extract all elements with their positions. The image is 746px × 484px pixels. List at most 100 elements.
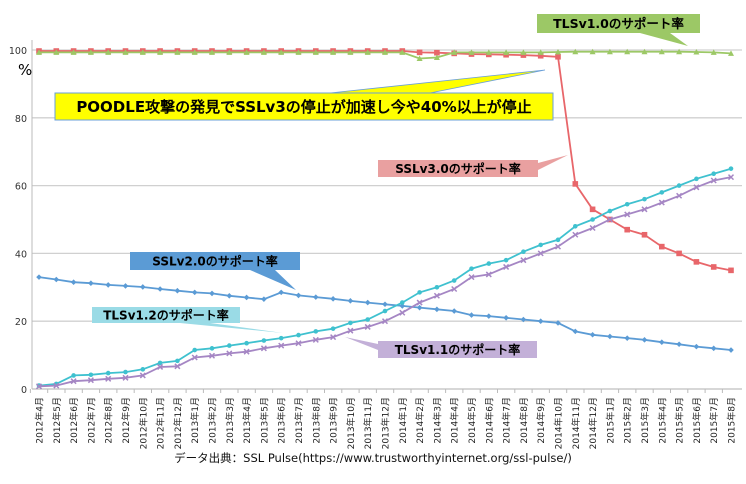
data-point xyxy=(433,292,440,299)
data-point xyxy=(520,49,527,55)
data-point xyxy=(589,224,596,232)
x-tick-label: 2014年2月 xyxy=(414,397,426,444)
x-tick-label: 2015年4月 xyxy=(656,397,668,444)
data-point xyxy=(227,343,232,348)
data-point xyxy=(105,282,111,288)
data-point xyxy=(537,318,544,324)
data-point xyxy=(36,49,42,55)
data-point xyxy=(451,49,458,55)
data-point xyxy=(278,49,285,55)
data-point xyxy=(191,49,198,55)
data-point xyxy=(451,285,458,293)
callout-pointer xyxy=(538,155,568,170)
data-point xyxy=(243,49,250,55)
x-tick-label: 2013年3月 xyxy=(224,397,236,444)
data-point xyxy=(139,372,146,379)
data-point xyxy=(174,49,181,55)
data-point xyxy=(676,341,682,348)
x-tick-label: 2013年12月 xyxy=(380,397,392,449)
data-point xyxy=(88,280,94,287)
data-point xyxy=(243,294,250,301)
data-point xyxy=(226,350,233,357)
data-point xyxy=(174,287,181,294)
data-point xyxy=(123,369,128,375)
data-point xyxy=(555,53,561,60)
x-tick-label: 2014年10月 xyxy=(553,397,565,449)
data-point xyxy=(278,342,285,349)
x-tick-label: 2015年2月 xyxy=(622,397,634,444)
callout-pointer xyxy=(345,337,378,350)
x-tick-label: 2014年8月 xyxy=(518,397,530,444)
x-tick-label: 2013年9月 xyxy=(328,397,340,444)
data-point xyxy=(382,301,388,308)
callout-label: SSLv2.0のサポート率 xyxy=(152,253,277,268)
data-point xyxy=(70,378,77,385)
data-point xyxy=(295,49,302,55)
series-group xyxy=(35,48,735,390)
data-point xyxy=(157,49,164,55)
data-point xyxy=(607,208,613,214)
data-point xyxy=(659,243,665,250)
data-point xyxy=(659,339,665,346)
data-point xyxy=(573,223,578,229)
callout-pointer xyxy=(250,270,296,290)
data-point xyxy=(468,49,475,55)
data-point xyxy=(313,294,319,300)
data-point xyxy=(330,334,337,341)
data-point xyxy=(554,243,562,250)
data-point xyxy=(278,335,284,341)
y-tick-label: 80 xyxy=(15,114,27,125)
data-point xyxy=(295,292,302,299)
data-point xyxy=(209,290,215,297)
data-point xyxy=(312,336,319,343)
data-point xyxy=(710,345,717,352)
x-tick-label: 2014年5月 xyxy=(466,397,478,444)
data-point xyxy=(226,49,233,55)
x-tick-label: 2013年4月 xyxy=(241,397,253,444)
data-point xyxy=(520,52,527,58)
data-point xyxy=(486,261,492,266)
data-point xyxy=(71,373,76,378)
source-note: データ出典：SSL Pulse(https://www.trustworthyi… xyxy=(174,451,572,465)
data-point xyxy=(53,276,60,283)
callout-pointer xyxy=(329,69,546,94)
data-point xyxy=(295,340,302,347)
x-tick-label: 2012年8月 xyxy=(103,397,115,444)
data-point xyxy=(365,317,371,322)
x-tick-label: 2013年6月 xyxy=(276,397,288,444)
data-point xyxy=(122,374,129,381)
data-point xyxy=(468,274,475,281)
x-tick-label: 2015年1月 xyxy=(604,397,616,444)
data-point xyxy=(521,249,526,255)
data-point xyxy=(244,340,249,346)
data-point xyxy=(537,49,544,55)
data-point xyxy=(693,184,700,191)
y-tick-label: 100 xyxy=(9,46,27,57)
x-tick-label: 2012年4月 xyxy=(34,397,46,444)
data-point xyxy=(260,49,267,55)
data-point xyxy=(105,49,112,55)
data-point xyxy=(434,306,440,313)
data-point xyxy=(382,49,388,55)
data-point xyxy=(659,190,665,195)
data-point xyxy=(693,343,700,350)
y-axis-label: % xyxy=(18,61,32,79)
data-point xyxy=(88,372,94,378)
x-tick-label: 2013年11月 xyxy=(362,397,374,449)
data-point xyxy=(572,181,579,187)
data-point xyxy=(191,289,198,296)
data-point xyxy=(641,206,648,213)
data-point xyxy=(243,348,250,355)
x-tick-label: 2015年5月 xyxy=(674,397,686,444)
callout-box xyxy=(130,252,300,270)
data-point xyxy=(417,290,422,295)
data-point xyxy=(416,49,423,56)
data-point xyxy=(330,49,337,55)
data-point xyxy=(330,296,336,302)
data-point xyxy=(589,48,596,55)
x-tick-label: 2015年8月 xyxy=(726,397,738,444)
x-tick-label: 2014年9月 xyxy=(535,397,547,444)
data-point xyxy=(226,292,233,299)
data-point xyxy=(433,54,440,60)
